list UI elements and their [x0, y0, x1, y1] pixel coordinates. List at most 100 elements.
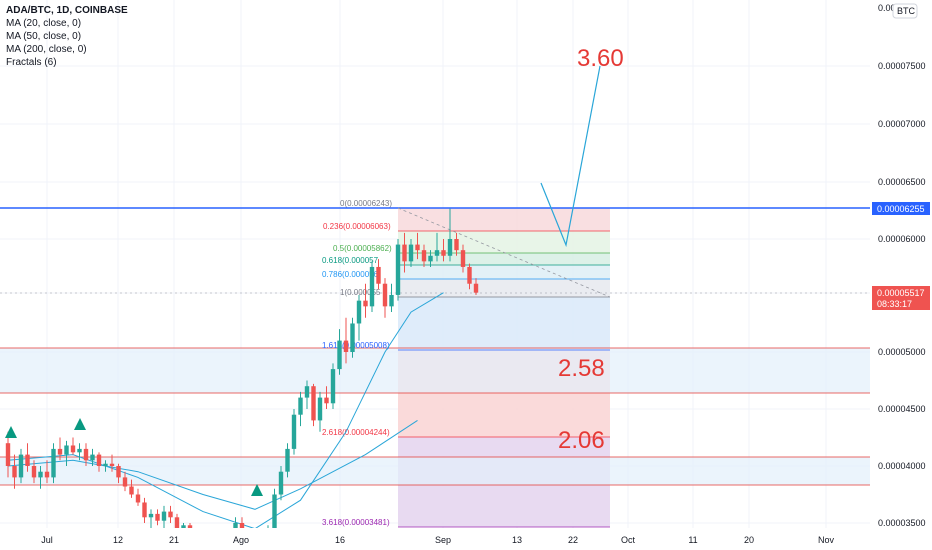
target-band-2: [0, 457, 870, 485]
candle-body: [116, 466, 121, 478]
candle-body: [142, 502, 147, 518]
candle-body: [135, 494, 141, 503]
resistance-price-label: 0.00006255: [877, 204, 925, 214]
candle-body: [389, 294, 394, 307]
fib-zone-236: [398, 231, 610, 253]
candle-body: [356, 300, 362, 324]
price-tick: 0.00003500: [878, 518, 926, 528]
price-tick: 0.00006500: [878, 177, 926, 187]
candle-body: [57, 448, 63, 455]
target-label-2: 2.58: [558, 355, 605, 382]
candle-body: [337, 340, 342, 370]
candle-body: [174, 517, 180, 529]
projection-path: [540, 65, 601, 248]
candle-body: [64, 445, 69, 455]
price-tick: 0.00007000: [878, 119, 926, 129]
candle-body: [454, 239, 459, 251]
candle-body: [278, 471, 284, 495]
candle-body: [395, 244, 401, 295]
fib-label: 0.236(0.00006063): [323, 222, 391, 231]
indicator-ma50[interactable]: MA (50, close, 0): [6, 31, 82, 42]
candle-body: [103, 463, 108, 466]
candle-body: [148, 513, 154, 518]
candle-body: [467, 266, 472, 284]
candle-body: [181, 525, 186, 529]
fib-label: 1.618(0.00005008): [322, 341, 390, 350]
time-tick: Nov: [818, 535, 835, 545]
target-band-1: [0, 348, 870, 393]
candle-body: [369, 266, 375, 307]
fib-label: 3.618(0.00003481): [322, 518, 390, 527]
fib-label: 1(0.000055: [340, 288, 381, 297]
currency-badge-label: BTC: [897, 6, 916, 16]
candle-body: [473, 283, 479, 293]
fib-zone-5: [398, 253, 610, 265]
indicator-ma20[interactable]: MA (20, close, 0): [6, 18, 82, 29]
target-label-3: 2.06: [558, 427, 605, 454]
candle-body: [77, 448, 82, 453]
time-tick: 11: [688, 535, 697, 545]
time-tick: 12: [113, 535, 123, 545]
candle-body: [343, 340, 349, 352]
candle-body: [363, 300, 368, 307]
candle-body: [382, 283, 388, 307]
candle-body: [408, 244, 414, 262]
time-tick: 21: [169, 535, 179, 545]
candle-body: [428, 255, 433, 262]
time-tick: 16: [335, 535, 345, 545]
candle-body: [376, 266, 381, 284]
price-tick: 0.00004000: [878, 461, 926, 471]
candle-body: [70, 445, 76, 453]
fib-zone-786: [398, 279, 610, 297]
fractal-up-icon: [74, 418, 86, 430]
candle-body: [25, 454, 30, 466]
price-axis-top-label: 0.00: [878, 3, 896, 13]
price-tick: 0.00007500: [878, 61, 926, 71]
fib-label: 0.5(0.00005862): [333, 244, 392, 253]
price-axis-bg: [870, 0, 932, 550]
indicator-ma200[interactable]: MA (200, close, 0): [6, 44, 87, 55]
candle-body: [38, 471, 43, 478]
indicator-fractals[interactable]: Fractals (6): [6, 57, 57, 68]
candle-body: [90, 454, 95, 461]
candle-body: [291, 414, 297, 449]
fib-zone-618: [398, 265, 610, 279]
candle-body: [18, 454, 24, 478]
candle-body: [402, 244, 407, 262]
candle-body: [441, 250, 446, 256]
candle-body: [272, 494, 277, 529]
candle-body: [168, 511, 173, 518]
time-axis-bg: [0, 528, 932, 550]
countdown-label: 08:33:17: [877, 299, 912, 309]
candle-body: [324, 397, 329, 404]
resistance-price-badge: [872, 202, 930, 215]
current-price-label: 0.00005517: [877, 288, 925, 298]
candle-body: [421, 250, 427, 262]
time-tick: 20: [744, 535, 754, 545]
time-tick: Sep: [435, 535, 451, 545]
fib-zone-0: [398, 208, 610, 231]
currency-badge: [892, 3, 918, 19]
chart-legend: ADA/BTC, 1D, COINBASE MA (20, close, 0) …: [6, 4, 128, 69]
trend-line: [397, 207, 611, 298]
fractal-up-icon: [5, 426, 17, 438]
current-price-badge: [872, 286, 930, 310]
candle-body: [298, 397, 303, 415]
candle-body: [129, 486, 134, 495]
candle-body: [285, 448, 290, 472]
fib-label: 0.786(0.000056: [322, 270, 379, 279]
candle-body: [155, 513, 160, 521]
time-tick: Jul: [41, 535, 53, 545]
candle-body: [311, 386, 316, 421]
candle-body: [5, 443, 11, 466]
candle-body: [415, 244, 420, 251]
symbol-title[interactable]: ADA/BTC, 1D, COINBASE: [6, 5, 128, 16]
candle-body: [304, 386, 310, 398]
candle-body: [109, 463, 115, 466]
candle-body: [350, 323, 355, 352]
target-label-1: 3.60: [577, 45, 624, 72]
candle-body: [330, 369, 336, 404]
time-tick: Oct: [621, 535, 636, 545]
candle-body: [161, 511, 167, 521]
